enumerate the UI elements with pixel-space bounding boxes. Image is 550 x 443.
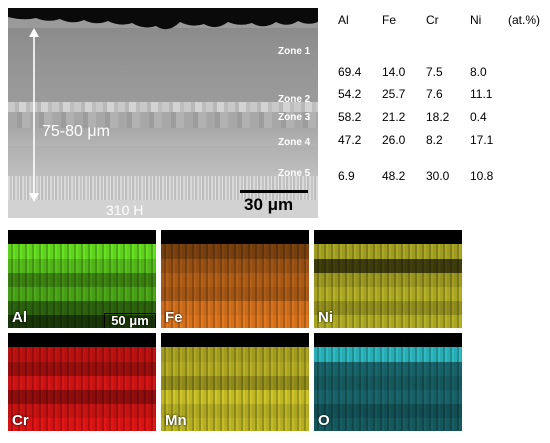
substrate-label: 310 H xyxy=(106,202,144,218)
map-intensity-band xyxy=(314,389,462,404)
map-intensity-band xyxy=(8,403,156,418)
table-cell: 7.5 xyxy=(426,65,443,79)
table-cell: 26.0 xyxy=(382,133,406,147)
header-al: Al xyxy=(338,13,349,27)
map-background xyxy=(161,333,309,347)
header-fe: Fe xyxy=(382,13,397,27)
zone-1-layer xyxy=(8,28,318,102)
thickness-label: 75-80 μm xyxy=(42,123,110,140)
map-intensity-band xyxy=(314,272,462,287)
map-intensity-band xyxy=(314,258,462,273)
table-cell: 8.2 xyxy=(426,133,443,147)
map-intensity-band xyxy=(8,389,156,404)
eds-map-fe: Fe xyxy=(161,230,309,328)
map-intensity-band xyxy=(314,314,462,328)
table-cell: 6.9 xyxy=(338,169,355,183)
map-intensity-band xyxy=(161,375,309,390)
table-cell: 11.1 xyxy=(470,87,493,101)
map-intensity-band xyxy=(161,314,309,328)
table-cell: 8.0 xyxy=(470,65,487,79)
map-scale-bar: 50 μm xyxy=(104,313,156,328)
zone-3-layer xyxy=(8,128,318,146)
map-background xyxy=(161,230,309,244)
zone-5-label: Zone 5 xyxy=(278,168,311,179)
map-intensity-band xyxy=(161,361,309,376)
table-cell: 47.2 xyxy=(338,133,362,147)
map-element-label: Ni xyxy=(318,309,333,326)
map-background xyxy=(314,333,462,347)
table-cell: 10.8 xyxy=(470,169,494,183)
map-intensity-band xyxy=(161,403,309,418)
table-cell: 30.0 xyxy=(426,169,450,183)
table-cell: 18.2 xyxy=(426,110,450,124)
table-cell: 21.2 xyxy=(382,110,406,124)
table-cell: 14.0 xyxy=(382,65,406,79)
table-cell: 0.4 xyxy=(470,110,487,124)
map-intensity-band xyxy=(314,375,462,390)
map-intensity-band xyxy=(8,347,156,362)
map-intensity-band xyxy=(314,300,462,315)
eds-map-al: Al 50 μm xyxy=(8,230,156,328)
table-cell: 58.2 xyxy=(338,110,362,124)
eds-map-o: O xyxy=(314,333,462,431)
map-intensity-band xyxy=(8,314,156,328)
map-background xyxy=(8,230,156,244)
map-intensity-band xyxy=(161,272,309,287)
table-cell: 17.1 xyxy=(470,133,494,147)
map-intensity-band xyxy=(161,417,309,431)
zone-4-label: Zone 4 xyxy=(278,137,311,148)
map-intensity-band xyxy=(8,375,156,390)
zone-2-label: Zone 2 xyxy=(278,94,311,105)
map-intensity-band xyxy=(161,300,309,315)
zone-1-label: Zone 1 xyxy=(278,46,311,57)
header-unit: (at.%) xyxy=(508,13,541,27)
map-intensity-band xyxy=(8,361,156,376)
map-background xyxy=(8,333,156,347)
map-intensity-band xyxy=(161,347,309,362)
map-intensity-band xyxy=(8,272,156,287)
eds-map-mn: Mn xyxy=(161,333,309,431)
map-element-label: Mn xyxy=(165,412,187,429)
map-intensity-band xyxy=(8,417,156,431)
map-intensity-band xyxy=(314,361,462,376)
zone-3-label: Zone 3 xyxy=(278,112,311,123)
map-intensity-band xyxy=(161,389,309,404)
table-cell: 25.7 xyxy=(382,87,406,101)
zone-2-layer xyxy=(8,102,318,112)
table-cell: 48.2 xyxy=(382,169,406,183)
map-element-label: O xyxy=(318,412,330,429)
header-cr: Cr xyxy=(426,13,439,27)
scale-bar xyxy=(240,190,308,193)
header-ni: Ni xyxy=(470,13,482,27)
zone-5-layer xyxy=(8,176,318,200)
map-element-label: Cr xyxy=(12,412,29,429)
map-intensity-band xyxy=(314,286,462,301)
map-intensity-band xyxy=(161,286,309,301)
substrate-layer xyxy=(8,200,318,218)
map-intensity-band xyxy=(314,244,462,259)
map-intensity-band xyxy=(8,286,156,301)
thickness-arrow xyxy=(29,28,39,202)
map-intensity-band xyxy=(314,403,462,418)
map-element-label: Al xyxy=(12,309,27,326)
table-cell: 7.6 xyxy=(426,87,443,101)
map-intensity-band xyxy=(8,244,156,259)
map-element-label: Fe xyxy=(165,309,183,326)
scale-bar-label: 30 μm xyxy=(244,195,294,214)
map-intensity-band xyxy=(161,244,309,259)
zone-4-layer xyxy=(8,146,318,176)
map-intensity-band xyxy=(314,417,462,431)
zone-2-lower-layer xyxy=(8,112,318,128)
eds-map-ni: Ni xyxy=(314,230,462,328)
map-intensity-band xyxy=(8,258,156,273)
map-intensity-band xyxy=(314,347,462,362)
surface-crust xyxy=(8,8,318,30)
sem-cross-section-image: Zone 1 Zone 2 Zone 3 Zone 4 Zone 5 75-80… xyxy=(8,8,318,218)
table-cell: 69.4 xyxy=(338,65,362,79)
map-intensity-band xyxy=(161,258,309,273)
map-intensity-band xyxy=(8,300,156,315)
eds-map-cr: Cr xyxy=(8,333,156,431)
table-cell: 54.2 xyxy=(338,87,362,101)
map-background xyxy=(314,230,462,244)
